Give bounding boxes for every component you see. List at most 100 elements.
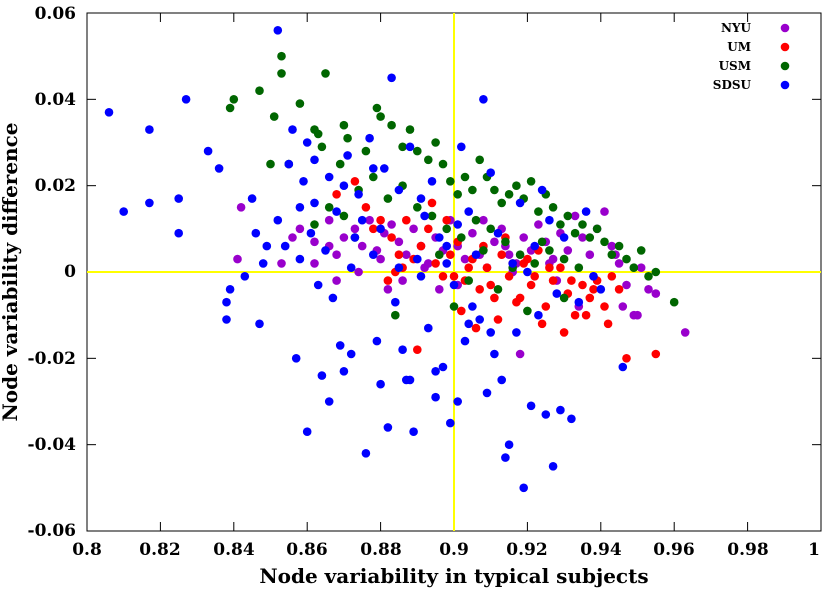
data-point: [471, 323, 481, 333]
data-point: [291, 354, 301, 363]
data-point: [519, 233, 528, 242]
data-point: [284, 159, 294, 169]
data-point: [383, 423, 393, 432]
data-point: [482, 263, 492, 273]
data-point: [486, 280, 496, 290]
data-point: [464, 263, 474, 273]
data-point: [556, 220, 565, 229]
data-point: [570, 228, 580, 238]
data-point: [310, 198, 319, 208]
data-point: [369, 172, 378, 182]
data-point: [446, 418, 455, 428]
data-point: [119, 207, 128, 216]
data-point: [515, 293, 525, 303]
data-point: [394, 237, 404, 247]
data-point: [295, 203, 305, 212]
data-point: [607, 241, 617, 251]
data-point: [453, 220, 463, 229]
data-point: [383, 276, 393, 285]
data-point: [405, 125, 415, 134]
data-point: [468, 228, 477, 238]
data-point: [391, 310, 400, 320]
data-point: [350, 224, 360, 234]
data-point: [618, 302, 628, 311]
data-point: [413, 203, 422, 212]
data-point: [475, 315, 485, 324]
data-point: [592, 224, 602, 234]
data-point: [607, 250, 617, 259]
data-point: [570, 211, 580, 221]
x-tick-label: 0.88: [360, 540, 401, 560]
data-point: [468, 185, 477, 195]
data-point: [416, 194, 426, 203]
data-point: [398, 345, 407, 355]
data-point: [497, 250, 507, 259]
data-point: [302, 138, 312, 147]
data-point: [104, 108, 114, 117]
data-point: [413, 146, 422, 156]
x-tick-label: 0.9: [439, 540, 469, 560]
data-point: [229, 95, 239, 104]
data-point: [501, 453, 510, 462]
data-point: [636, 246, 646, 255]
data-point: [402, 215, 411, 225]
data-point: [369, 224, 378, 234]
x-tick-label: 0.96: [653, 540, 694, 560]
data-point: [457, 142, 466, 152]
data-point: [431, 392, 440, 402]
legend-label-um: UM: [727, 40, 751, 54]
data-point: [545, 246, 554, 255]
data-point: [413, 254, 422, 264]
data-point: [475, 285, 485, 294]
data-point: [251, 228, 261, 238]
data-point: [343, 151, 352, 160]
data-point: [310, 155, 319, 165]
legend-marker-um: [780, 42, 790, 52]
data-point: [288, 233, 297, 242]
data-point: [324, 172, 334, 182]
data-point: [442, 215, 452, 225]
data-point: [387, 233, 396, 242]
data-point: [581, 207, 591, 216]
data-point: [552, 289, 562, 298]
data-point: [548, 203, 558, 212]
x-tick-label: 0.94: [580, 540, 622, 560]
data-point: [222, 315, 231, 324]
data-point: [438, 272, 448, 281]
data-point: [225, 285, 235, 294]
series-usm: [225, 51, 679, 320]
data-point: [449, 280, 459, 290]
y-tick-label: -0.02: [28, 349, 76, 369]
data-point: [556, 405, 565, 415]
data-point: [310, 220, 319, 229]
data-point: [545, 215, 554, 225]
data-point: [614, 259, 624, 268]
data-point: [622, 280, 631, 290]
data-point: [413, 345, 422, 355]
data-point: [427, 177, 437, 186]
data-point: [295, 99, 305, 108]
data-point: [324, 215, 334, 225]
data-point: [523, 267, 532, 277]
data-point: [515, 349, 525, 359]
data-point: [266, 159, 275, 169]
data-point: [357, 241, 367, 251]
data-point: [559, 254, 569, 264]
data-point: [255, 86, 264, 95]
data-point: [644, 272, 653, 281]
data-point: [578, 233, 587, 242]
data-point: [446, 177, 455, 186]
data-point: [453, 190, 463, 199]
data-point: [464, 319, 474, 329]
legend-label-sdsu: SDSU: [713, 78, 752, 92]
data-point: [361, 203, 371, 212]
data-point: [669, 297, 679, 307]
data-point: [541, 302, 551, 311]
data-point: [405, 375, 415, 385]
data-point: [589, 272, 598, 281]
data-point: [317, 371, 327, 380]
x-tick-label: 0.92: [506, 540, 547, 560]
data-point: [545, 263, 554, 273]
data-point: [585, 293, 595, 303]
data-point: [317, 142, 327, 152]
